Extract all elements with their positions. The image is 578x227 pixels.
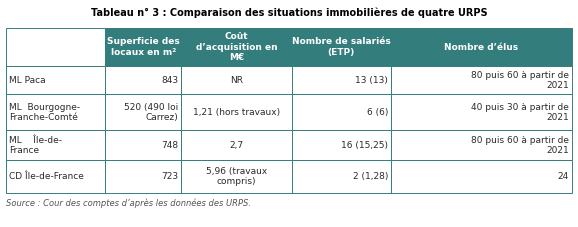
- Text: NR: NR: [230, 76, 243, 85]
- Text: 748: 748: [161, 141, 179, 150]
- Bar: [105, 130, 181, 160]
- Text: 40 puis 30 à partir de
2021: 40 puis 30 à partir de 2021: [471, 103, 569, 122]
- Text: 80 puis 60 à partir de
2021: 80 puis 60 à partir de 2021: [471, 71, 569, 90]
- Text: 2,7: 2,7: [229, 141, 244, 150]
- Bar: [292, 94, 391, 130]
- Bar: [391, 160, 572, 193]
- Text: ML    Île-de-
France: ML Île-de- France: [9, 136, 62, 155]
- Text: Superficie des
locaux en m²: Superficie des locaux en m²: [107, 37, 180, 57]
- Text: 24: 24: [558, 172, 569, 181]
- Bar: [105, 28, 181, 66]
- Text: 843: 843: [161, 76, 179, 85]
- Bar: [6, 66, 105, 94]
- Bar: [181, 160, 292, 193]
- Text: 2 (1,28): 2 (1,28): [353, 172, 388, 181]
- Bar: [391, 94, 572, 130]
- Text: 520 (490 loi
Carrez): 520 (490 loi Carrez): [124, 103, 179, 122]
- Bar: [181, 130, 292, 160]
- Bar: [292, 130, 391, 160]
- Text: 16 (15,25): 16 (15,25): [341, 141, 388, 150]
- Text: Coût
d’acquisition en
M€: Coût d’acquisition en M€: [196, 32, 277, 62]
- Bar: [6, 28, 105, 66]
- Bar: [6, 94, 105, 130]
- Bar: [391, 130, 572, 160]
- Bar: [391, 66, 572, 94]
- Bar: [6, 160, 105, 193]
- Text: Nombre d’élus: Nombre d’élus: [444, 42, 518, 52]
- Text: Source : Cour des comptes d’après les données des URPS.: Source : Cour des comptes d’après les do…: [6, 198, 251, 208]
- Text: 723: 723: [161, 172, 179, 181]
- Bar: [105, 66, 181, 94]
- Bar: [181, 94, 292, 130]
- Text: CD Île-de-France: CD Île-de-France: [9, 172, 84, 181]
- Bar: [391, 28, 572, 66]
- Text: Nombre de salariés
(ETP): Nombre de salariés (ETP): [292, 37, 391, 57]
- Bar: [292, 160, 391, 193]
- Bar: [6, 130, 105, 160]
- Text: 80 puis 60 à partir de
2021: 80 puis 60 à partir de 2021: [471, 136, 569, 155]
- Bar: [181, 66, 292, 94]
- Bar: [105, 94, 181, 130]
- Bar: [181, 28, 292, 66]
- Text: ML Paca: ML Paca: [9, 76, 46, 85]
- Bar: [105, 160, 181, 193]
- Bar: [292, 66, 391, 94]
- Text: 1,21 (hors travaux): 1,21 (hors travaux): [193, 108, 280, 117]
- Text: 6 (6): 6 (6): [366, 108, 388, 117]
- Text: 5,96 (travaux
compris): 5,96 (travaux compris): [206, 167, 267, 186]
- Text: Tableau n° 3 : Comparaison des situations immobilières de quatre URPS: Tableau n° 3 : Comparaison des situation…: [91, 8, 487, 18]
- Bar: [292, 28, 391, 66]
- Text: 13 (13): 13 (13): [355, 76, 388, 85]
- Text: ML  Bourgogne-
Franche-Comté: ML Bourgogne- Franche-Comté: [9, 103, 80, 122]
